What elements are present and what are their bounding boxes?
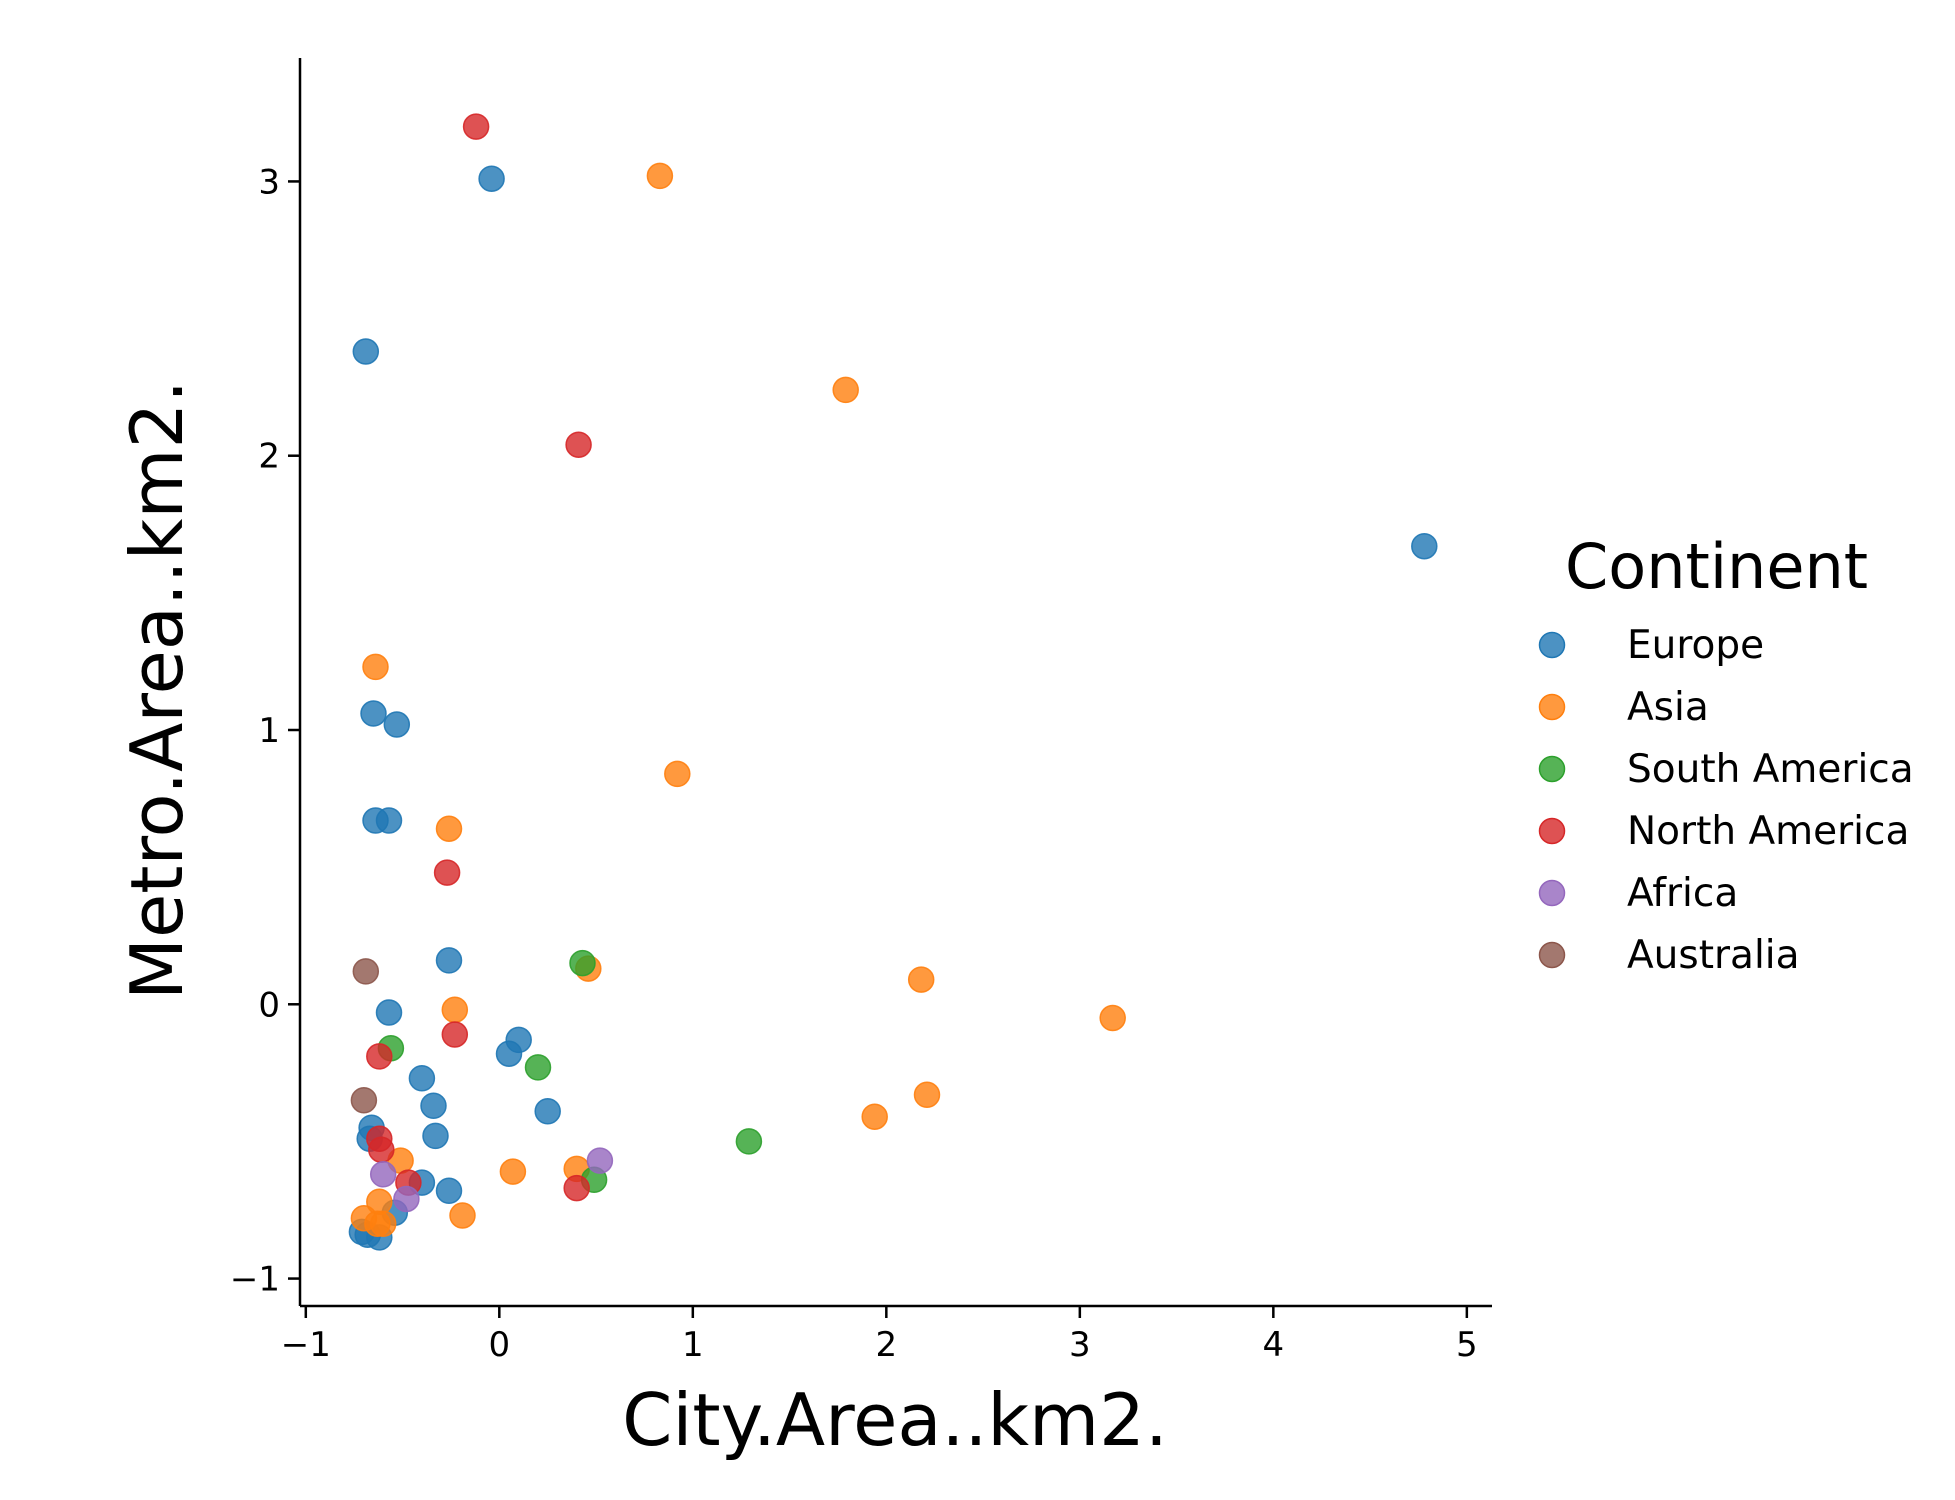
data-point-africa — [586, 1147, 614, 1174]
data-point-south-america — [524, 1054, 552, 1081]
legend-label: Asia — [1627, 685, 1709, 730]
data-point-asia — [449, 1202, 476, 1229]
data-point-europe — [375, 807, 403, 834]
data-point-europe — [435, 947, 463, 974]
data-point-europe — [422, 1122, 449, 1150]
data-point-asia — [1099, 1004, 1126, 1032]
legend-label: Australia — [1627, 933, 1800, 978]
data-point-europe — [478, 165, 505, 192]
legend-marker-australia — [1538, 941, 1566, 969]
legend-title: Continent — [1565, 530, 1868, 603]
x-tick-label: 0 — [488, 1325, 510, 1365]
data-point-north-america — [441, 1021, 469, 1048]
x-tick-label: 1 — [682, 1325, 704, 1365]
data-point-north-america — [565, 431, 592, 458]
data-point-north-america — [462, 113, 490, 140]
data-point-north-america — [366, 1043, 393, 1070]
data-point-asia — [664, 760, 691, 788]
y-axis-label: Metro.Area..km2. — [115, 380, 199, 1000]
data-point-asia — [369, 1210, 397, 1237]
data-point-europe — [408, 1065, 436, 1092]
y-tick-label: 0 — [258, 985, 280, 1025]
legend-label: South America — [1627, 747, 1914, 792]
data-point-africa — [393, 1185, 420, 1213]
data-point-north-america — [563, 1174, 590, 1202]
x-tick-label: 5 — [1456, 1325, 1478, 1365]
y-tick-label: −1 — [230, 1260, 280, 1300]
data-point-europe — [383, 711, 411, 738]
legend: Continent Europe Asia South America North A… — [1538, 530, 1914, 978]
data-point-asia — [861, 1103, 888, 1130]
legend-marker-north-america — [1538, 817, 1566, 845]
data-point-north-america — [368, 1136, 395, 1163]
data-point-asia — [435, 815, 463, 842]
data-point-asia — [646, 162, 674, 190]
data-point-asia — [907, 966, 935, 993]
legend-label: Africa — [1627, 871, 1738, 916]
y-tick-label: 3 — [258, 162, 280, 202]
data-points-layer — [348, 113, 1438, 1251]
data-point-south-america — [569, 949, 596, 977]
legend-marker-europe — [1538, 631, 1566, 659]
data-point-south-america — [735, 1128, 763, 1155]
data-point-asia — [913, 1081, 941, 1109]
y-tick-label: 1 — [258, 711, 280, 751]
y-tick-label: 2 — [258, 437, 280, 477]
legend-marker-asia — [1538, 693, 1566, 721]
legend-marker-south-america — [1538, 755, 1566, 783]
legend-label: North America — [1627, 809, 1909, 854]
x-tick-label: 2 — [876, 1325, 898, 1365]
data-point-australia — [350, 1087, 378, 1114]
data-point-europe — [360, 700, 387, 727]
x-tick-label: 4 — [1263, 1325, 1285, 1365]
legend-label: Europe — [1627, 623, 1764, 668]
data-point-asia — [499, 1158, 527, 1185]
axes: −1 0 1 2 3 4 5 −1 0 1 2 3 — [230, 58, 1492, 1365]
data-point-australia — [352, 958, 380, 985]
data-point-europe — [534, 1098, 561, 1125]
data-point-asia — [362, 653, 389, 681]
data-point-africa — [369, 1161, 397, 1188]
data-point-north-america — [433, 859, 461, 886]
data-point-europe — [495, 1040, 523, 1067]
x-tick-label: 3 — [1069, 1325, 1091, 1365]
legend-marker-africa — [1538, 879, 1566, 907]
data-point-asia — [441, 996, 469, 1024]
x-tick-label: −1 — [281, 1325, 331, 1365]
data-point-europe — [1411, 532, 1438, 560]
data-point-europe — [420, 1092, 447, 1120]
data-point-europe — [435, 1177, 463, 1205]
data-point-europe — [375, 999, 403, 1026]
x-axis-label: City.Area..km2. — [622, 1378, 1168, 1462]
data-point-europe — [352, 338, 380, 365]
data-point-asia — [832, 376, 859, 404]
